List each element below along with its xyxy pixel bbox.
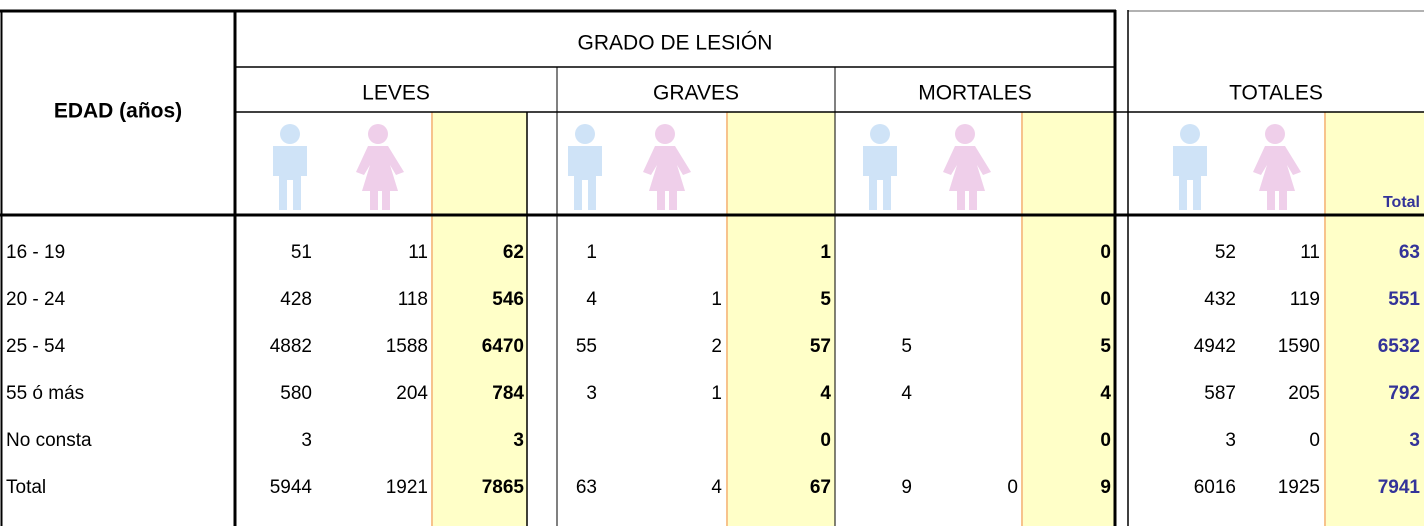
total-cell: 57	[810, 336, 831, 357]
group-header: TOTALES	[1229, 82, 1323, 105]
grid	[0, 9, 1424, 526]
row-label: 16 - 19	[6, 242, 65, 263]
female-icon	[643, 124, 691, 210]
total-cell: 0	[1100, 289, 1111, 310]
total-cell: 0	[1100, 430, 1111, 451]
male-icon	[1173, 124, 1207, 210]
cell: 580	[280, 383, 312, 404]
orange-lines	[431, 112, 1326, 526]
cell: 63	[576, 477, 597, 498]
total-cell: 3	[1409, 430, 1420, 451]
cell: 428	[280, 289, 312, 310]
cell: 9	[901, 477, 912, 498]
total-cell: 5	[820, 289, 831, 310]
cell: 1925	[1278, 477, 1320, 498]
cell: 1921	[386, 477, 428, 498]
row-label: 55 ó más	[6, 383, 84, 404]
total-cell: 1	[820, 242, 831, 263]
female-icon	[943, 124, 991, 210]
total-cell: 62	[503, 242, 524, 263]
cell: 51	[291, 242, 312, 263]
group-header: LEVES	[362, 82, 430, 105]
cell: 0	[1007, 477, 1018, 498]
cell: 205	[1288, 383, 1320, 404]
cell: 52	[1215, 242, 1236, 263]
cell: 1	[711, 289, 722, 310]
total-cell: 0	[1100, 242, 1111, 263]
cell: 3	[1225, 430, 1236, 451]
total-column	[1325, 112, 1424, 526]
total-column	[1022, 112, 1115, 526]
cell: 1590	[1278, 336, 1320, 357]
total-cell: 551	[1388, 289, 1420, 310]
cell: 587	[1204, 383, 1236, 404]
cell: 6016	[1194, 477, 1236, 498]
cell: 4	[586, 289, 597, 310]
total-cell: 3	[513, 430, 524, 451]
grade-header: GRADO DE LESIÓN	[578, 32, 773, 55]
cell: 3	[301, 430, 312, 451]
cell: 0	[1309, 430, 1320, 451]
cell: 1588	[386, 336, 428, 357]
total-header: Total	[1383, 194, 1420, 211]
cell: 1	[711, 383, 722, 404]
row-label: 25 - 54	[6, 336, 66, 357]
female-icon	[356, 124, 404, 210]
cell: 55	[576, 336, 597, 357]
row-label: Total	[6, 477, 46, 498]
cell: 11	[408, 242, 428, 263]
cell: 4882	[270, 336, 312, 357]
group-header: GRAVES	[653, 82, 739, 105]
cell: 1	[586, 242, 597, 263]
cell: 11	[1300, 242, 1320, 263]
cell: 204	[396, 383, 428, 404]
cell: 118	[398, 289, 428, 310]
cell: 119	[1290, 289, 1320, 310]
yellow-columns	[432, 112, 1424, 526]
cell: 5	[901, 336, 912, 357]
total-column	[727, 112, 835, 526]
male-icon	[568, 124, 602, 210]
cell: 4	[711, 477, 722, 498]
cell: 3	[586, 383, 597, 404]
row-label: 20 - 24	[6, 289, 66, 310]
total-cell: 5	[1100, 336, 1111, 357]
total-cell: 6470	[482, 336, 524, 357]
cell: 5944	[270, 477, 313, 498]
male-icon	[863, 124, 897, 210]
total-cell: 792	[1388, 383, 1420, 404]
total-cell: 546	[492, 289, 524, 310]
cell: 432	[1204, 289, 1236, 310]
total-cell: 67	[810, 477, 831, 498]
age-header: EDAD (años)	[54, 100, 182, 123]
total-cell: 7865	[482, 477, 525, 498]
cell: 4	[901, 383, 912, 404]
total-cell: 9	[1100, 477, 1111, 498]
total-cell: 784	[492, 383, 524, 404]
cell: 4942	[1194, 336, 1236, 357]
total-cell: 4	[1100, 383, 1111, 404]
group-header: MORTALES	[918, 82, 1032, 105]
total-cell: 7941	[1378, 477, 1421, 498]
total-cell: 63	[1399, 242, 1420, 263]
female-icon	[1253, 124, 1301, 210]
total-cell: 0	[820, 430, 831, 451]
total-cell: 6532	[1378, 336, 1420, 357]
row-label: No consta	[6, 430, 92, 451]
total-cell: 4	[820, 383, 831, 404]
cell: 2	[711, 336, 722, 357]
total-column	[432, 112, 527, 526]
male-icon	[273, 124, 307, 210]
